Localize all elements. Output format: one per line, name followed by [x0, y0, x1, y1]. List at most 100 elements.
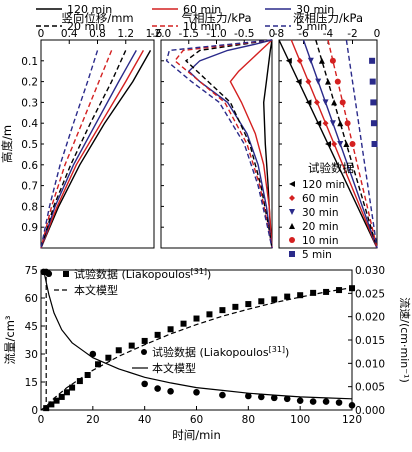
y-axis-label: 流量/cm³ [3, 315, 17, 364]
y-tick-label: 0.7 [21, 181, 38, 193]
data-point-0-23 [284, 293, 291, 300]
series-line-3 [40, 50, 127, 249]
data-point-0-2 [305, 99, 312, 106]
data-point-4-0 [329, 57, 336, 64]
data-point-2-4 [141, 380, 148, 388]
data-point-2-15 [322, 398, 330, 405]
data-point-0-16 [193, 315, 200, 322]
data-point-2-4 [337, 141, 344, 147]
x-tick-label: 100 [290, 414, 310, 426]
data-point-0-9 [105, 354, 112, 361]
panel-top-left: 竖向位移/mm 0 0.4 0.8 1.2 1.6 0.1 0.2 0.3 0.4 0.5 0.6 0.… [0, 11, 163, 249]
annotation-close: ) [207, 268, 211, 281]
y-tick-label: 0.5 [21, 139, 38, 151]
x-tick-label: 120 [342, 414, 362, 426]
panel-top-right: 液相压力/kPa -8 -6 -4 -2 0 试验数据 120 min 60 min 30 min… [274, 11, 381, 261]
data-point-1-4 [331, 141, 338, 147]
data-point-3-2 [331, 99, 338, 106]
data-point-3-1 [325, 78, 331, 85]
data-point-0-24 [297, 292, 304, 299]
legend-marker-4 [289, 237, 295, 243]
annotation-0: 试验数据 (Liakopoulos[31]) [74, 267, 211, 282]
series-line-5 [165, 39, 273, 249]
series-line-1 [229, 39, 273, 249]
x-tick-label: -8 [274, 28, 284, 40]
y-tick-label: 75 [25, 265, 38, 277]
series-line-3 [43, 269, 353, 400]
panel-title: 液相压力/kPa [293, 11, 363, 25]
x-tick-label: -2 [347, 28, 357, 40]
y-tick-label: 45 [25, 321, 38, 333]
panel-top-middle: 气相压力/kPa -2.0 -1.5 -1.0 -0.5 0 [151, 11, 276, 249]
data-point-0-27 [336, 287, 343, 294]
y-tick-label: 0.6 [21, 160, 38, 172]
data-point-0-14 [167, 326, 174, 333]
x-tick-label: -0.5 [234, 28, 255, 40]
x-tick-label: 0.8 [89, 28, 106, 40]
panel-frame [40, 39, 155, 249]
data-point-0-17 [206, 311, 213, 318]
annotation-sup: [31] [191, 267, 207, 276]
y-axis-label: 高度/m [0, 125, 14, 163]
legend-entry-4: 10 min [302, 235, 339, 247]
y-tick-label: 0.8 [21, 201, 38, 213]
data-point-5-3 [370, 120, 377, 127]
x-tick-label: -6 [298, 28, 309, 40]
data-point-1-0 [296, 57, 303, 64]
data-point-2-2 [322, 99, 329, 106]
annotation-2: 试验数据 (Liakopoulos[31]) [152, 345, 289, 360]
data-point-2-6 [167, 388, 174, 395]
data-point-1-2 [313, 99, 320, 106]
data-point-0-1 [295, 78, 302, 85]
data-point-0-20 [245, 301, 252, 308]
y-tick-label: 30 [25, 349, 38, 361]
data-point-1-1 [305, 78, 312, 85]
legend-entry-5: 5 min [302, 249, 332, 261]
series-line-2 [40, 50, 137, 249]
x-axis-label: 时间/min [172, 428, 221, 442]
x-tick-label: 1.2 [117, 28, 134, 40]
panel-frame [160, 39, 273, 249]
x-tick-label: 0 [38, 414, 45, 426]
data-point-0-12 [141, 337, 148, 344]
legend-label-0: 120 min [67, 3, 112, 16]
data-point-2-0 [307, 57, 314, 64]
data-point-0-5 [69, 384, 76, 391]
y-tick-label: 0.3 [21, 97, 38, 109]
data-point-0-21 [258, 298, 265, 305]
legend-title: 试验数据 [308, 161, 354, 175]
data-point-2-9 [245, 392, 252, 400]
panel-title: 气相压力/kPa [182, 11, 252, 25]
series-line-5 [345, 39, 378, 249]
series-line-1 [40, 50, 145, 249]
data-point-2-7 [193, 388, 200, 396]
legend-marker-0 [289, 181, 295, 187]
y-right-tick-label: 0.005 [355, 382, 385, 394]
data-point-2-2 [45, 270, 53, 278]
x-tick-label: -1.5 [179, 28, 200, 40]
data-point-0-6 [76, 378, 83, 385]
data-point-0-7 [84, 372, 91, 378]
x-tick-label: -4 [323, 28, 334, 40]
y-right-tick-label: 0.000 [355, 405, 385, 417]
data-point-0-4 [325, 141, 331, 147]
y-tick-label: 60 [25, 293, 38, 305]
data-point-2-17 [348, 402, 356, 409]
data-point-1-3 [322, 120, 329, 127]
y-tick-label: 0.4 [21, 118, 38, 130]
data-point-0-19 [232, 303, 239, 310]
legend-label-4: 10 min [183, 20, 221, 33]
data-point-0-8 [95, 361, 102, 368]
x-tick-label: 0 [269, 28, 276, 40]
panel-bottom: 0 20 40 60 80 100 120 0 15 30 45 60 75 0.000 0.005 0.01… [3, 265, 412, 442]
x-tick-label: 20 [86, 414, 99, 426]
data-point-2-10 [257, 393, 265, 401]
y-right-tick-label: 0.030 [355, 265, 385, 277]
y-tick-label: 0.9 [21, 222, 38, 234]
data-point-0-4 [63, 389, 70, 396]
data-point-2-13 [296, 397, 304, 404]
annotation-marker-0 [63, 271, 69, 277]
data-point-2-5 [154, 385, 161, 392]
